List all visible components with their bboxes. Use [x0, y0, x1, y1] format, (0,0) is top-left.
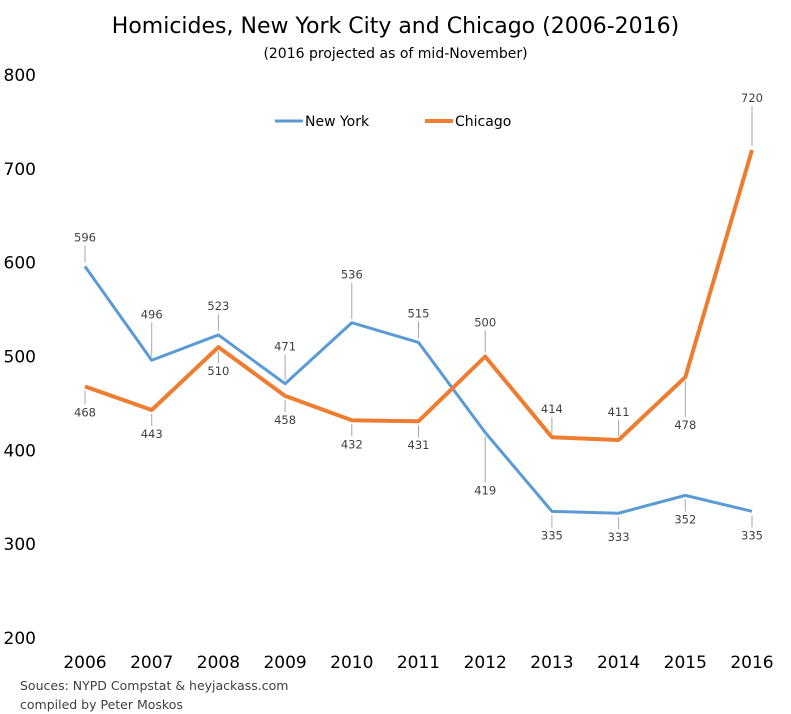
- data-label: 335: [741, 528, 763, 542]
- data-label: 523: [207, 299, 229, 313]
- y-tick-label: 400: [4, 441, 36, 461]
- x-tick-label: 2011: [397, 653, 440, 673]
- data-label: 510: [207, 364, 229, 378]
- data-label: 496: [141, 307, 163, 321]
- source-note: Souces: NYPD Compstat & heyjackass.com: [20, 678, 289, 693]
- y-tick-label: 500: [4, 348, 36, 368]
- data-label: 468: [74, 406, 96, 420]
- data-label: 536: [341, 268, 363, 282]
- y-tick-label: 600: [4, 254, 36, 274]
- y-tick-label: 800: [4, 66, 36, 86]
- data-label: 515: [408, 306, 430, 320]
- data-label: 411: [608, 405, 630, 419]
- chart-title: Homicides, New York City and Chicago (20…: [111, 14, 680, 39]
- x-tick-label: 2008: [197, 653, 240, 673]
- x-tick-label: 2006: [63, 653, 106, 673]
- y-tick-label: 200: [4, 629, 36, 649]
- data-label: 419: [474, 484, 496, 498]
- data-label: 335: [541, 528, 563, 542]
- data-label: 478: [674, 418, 696, 432]
- legend-label: Chicago: [455, 114, 511, 130]
- x-tick-label: 2009: [263, 653, 306, 673]
- y-tick-label: 300: [4, 535, 36, 555]
- data-label: 352: [674, 512, 696, 526]
- series-line-new-york: [83, 265, 753, 515]
- compiled-note: compiled by Peter Moskos: [20, 697, 183, 712]
- data-label: 333: [608, 530, 630, 544]
- x-tick-label: 2012: [464, 653, 507, 673]
- chart-subtitle: (2016 projected as of mid-November): [263, 46, 528, 62]
- series-line-chicago: [84, 149, 754, 443]
- x-tick-label: 2014: [597, 653, 640, 673]
- data-label: 443: [141, 427, 163, 441]
- data-label: 458: [274, 413, 296, 427]
- source-notes: Souces: NYPD Compstat & heyjackass.com c…: [20, 676, 288, 714]
- x-tick-label: 2007: [130, 653, 173, 673]
- data-label: 432: [341, 437, 363, 451]
- data-label: 431: [408, 438, 430, 452]
- x-tick-label: 2010: [330, 653, 373, 673]
- data-label: 471: [274, 340, 296, 354]
- data-label: 500: [474, 316, 496, 330]
- x-tick-label: 2016: [730, 653, 773, 673]
- x-tick-label: 2015: [664, 653, 707, 673]
- data-label: 414: [541, 402, 563, 416]
- legend-label: New York: [305, 114, 370, 130]
- data-label: 720: [741, 91, 763, 105]
- data-label: 596: [74, 230, 96, 244]
- y-tick-label: 700: [4, 160, 36, 180]
- x-tick-label: 2013: [530, 653, 573, 673]
